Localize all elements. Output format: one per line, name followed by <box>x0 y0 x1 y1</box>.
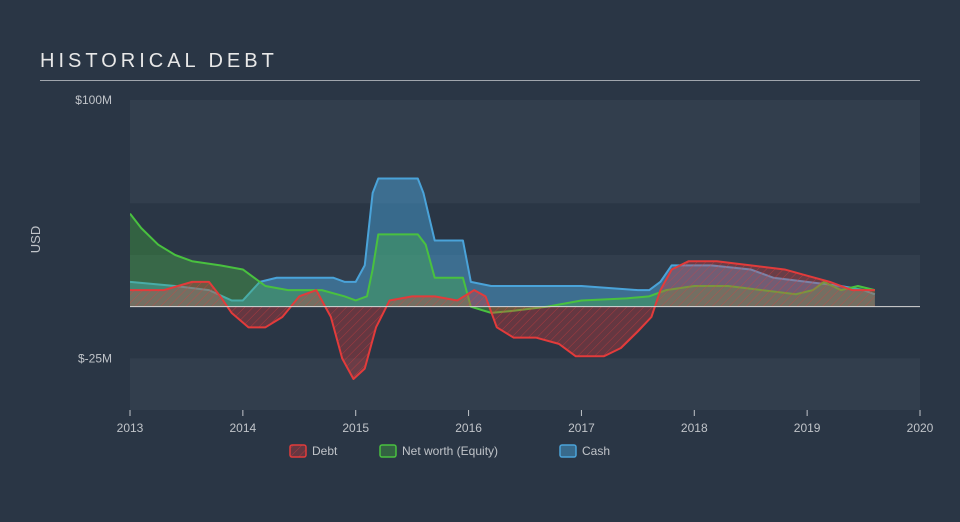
legend-swatch <box>380 445 396 457</box>
title-underline <box>40 80 920 81</box>
legend-label: Debt <box>312 444 338 458</box>
y-tick-label: $-25M <box>78 351 112 365</box>
x-tick-label: 2013 <box>117 421 144 435</box>
x-tick-label: 2017 <box>568 421 595 435</box>
legend-label: Cash <box>582 444 610 458</box>
legend-swatch <box>560 445 576 457</box>
y-tick-label: $100M <box>75 93 112 107</box>
x-tick-label: 2014 <box>230 421 257 435</box>
x-tick-label: 2015 <box>342 421 369 435</box>
grid-band <box>130 358 920 410</box>
grid-band <box>130 100 920 203</box>
x-tick-label: 2016 <box>455 421 482 435</box>
x-tick-label: 2019 <box>794 421 821 435</box>
chart-title: HISTORICAL DEBT <box>40 50 278 73</box>
y-axis-label: USD <box>28 226 43 253</box>
x-tick-label: 2018 <box>681 421 708 435</box>
legend-label: Net worth (Equity) <box>402 444 498 458</box>
legend-swatch-hatch <box>290 445 306 457</box>
historical-debt-chart: $-25M $100M USD 2013 2014 2015 2016 2017 2018 201… <box>0 0 960 522</box>
x-tick-label: 2020 <box>907 421 934 435</box>
